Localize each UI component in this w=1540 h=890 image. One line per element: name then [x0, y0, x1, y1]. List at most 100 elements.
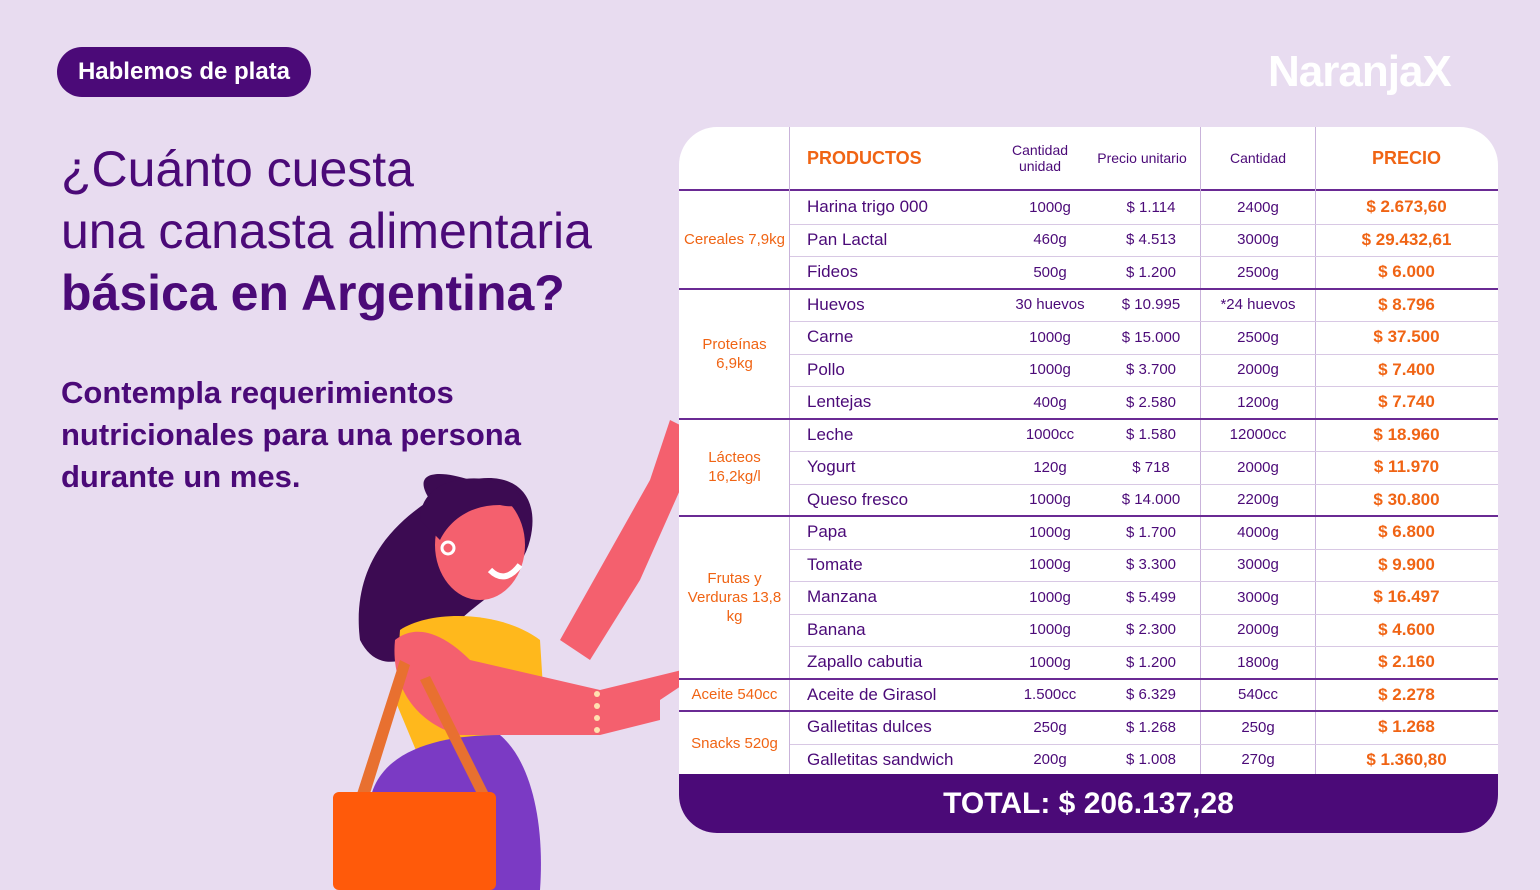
- product-name: Yogurt: [807, 457, 856, 477]
- product-name: Lentejas: [807, 392, 872, 412]
- product-name: Tomate: [807, 554, 863, 574]
- table-row: Fideos 500g $ 1.200 2500g $ 6.000: [790, 256, 1498, 289]
- total-price: $ 1.268: [1378, 717, 1435, 737]
- product-name: Harina trigo 000: [807, 197, 928, 217]
- quantity: 2500g: [1237, 263, 1279, 281]
- unit-price: $ 1.700: [1125, 523, 1177, 541]
- quantity: 1200g: [1237, 393, 1279, 411]
- table-row: Huevos 30 huevos $ 10.995 *24 huevos $ 8.796: [790, 289, 1498, 322]
- unit-quantity: 1000g: [1029, 653, 1071, 671]
- total-price: $ 30.800: [1373, 489, 1440, 509]
- quantity: 2200g: [1237, 491, 1279, 509]
- table-row: Harina trigo 000 1000g $ 1.114 2400g $ 2.673…: [790, 191, 1498, 225]
- table-header: PRODUCTOS Cantidad unidad Precio unitari…: [679, 127, 1498, 191]
- unit-price: $ 3.700: [1125, 361, 1177, 379]
- product-name: Leche: [807, 424, 854, 444]
- group-divider: [679, 710, 1498, 712]
- unit-price: $ 2.580: [1125, 393, 1177, 411]
- category-label: Lácteos 16,2kg/l: [708, 449, 761, 486]
- unit-price: $ 3.300: [1125, 556, 1177, 574]
- header-cantidad-unidad: Cantidad unidad: [1011, 142, 1069, 174]
- product-name: Aceite de Girasol: [807, 684, 937, 704]
- quantity: 1800g: [1237, 653, 1279, 671]
- unit-quantity: 400g: [1033, 393, 1067, 411]
- total-bar: TOTAL: $ 206.137,28: [679, 774, 1498, 833]
- total-price: $ 2.160: [1378, 652, 1435, 672]
- quantity: 12000cc: [1229, 426, 1287, 444]
- quantity: 2500g: [1237, 328, 1279, 346]
- unit-quantity: 1000g: [1029, 198, 1071, 216]
- quantity: 2000g: [1237, 621, 1279, 639]
- quantity: 270g: [1241, 751, 1275, 769]
- table-row: Galletitas dulces 250g $ 1.268 250g $ 1.268: [790, 711, 1498, 745]
- table-row: Pan Lactal 460g $ 4.513 3000g $ 29.432,61: [790, 224, 1498, 257]
- table-row: Tomate 1000g $ 3.300 3000g $ 9.900: [790, 549, 1498, 582]
- quantity: 2000g: [1237, 361, 1279, 379]
- unit-price: $ 15.000: [1121, 328, 1181, 346]
- table-row: Pollo 1000g $ 3.700 2000g $ 7.400: [790, 354, 1498, 387]
- unit-quantity: 1000g: [1029, 361, 1071, 379]
- group-divider: [679, 677, 1498, 680]
- table-row: Galletitas sandwich 200g $ 1.008 270g $ 1.36…: [790, 744, 1498, 777]
- column-divider: [789, 127, 790, 774]
- unit-quantity: 1000g: [1029, 523, 1071, 541]
- subtitle: Contempla requerimientos nutricionales p…: [61, 375, 521, 494]
- total-price: $ 29.432,61: [1361, 229, 1452, 249]
- group-divider: [679, 515, 1498, 517]
- table-row: Aceite de Girasol 1.500cc $ 6.329 540cc $ 2.…: [790, 679, 1498, 712]
- quantity: 3000g: [1237, 588, 1279, 606]
- group-divider: [679, 287, 1498, 290]
- unit-price: $ 14.000: [1121, 491, 1181, 509]
- header-productos: PRODUCTOS: [807, 148, 922, 168]
- header-cantidad: Cantidad: [1229, 150, 1287, 166]
- category-label: Aceite 540cc: [691, 686, 778, 704]
- unit-quantity: 120g: [1033, 458, 1067, 476]
- unit-price: $ 4.513: [1125, 231, 1177, 249]
- product-name: Papa: [807, 522, 847, 542]
- unit-quantity: 250g: [1033, 718, 1067, 736]
- table-row: Papa 1000g $ 1.700 4000g $ 6.800: [790, 516, 1498, 550]
- table-row: Leche 1000cc $ 1.580 12000cc $ 18.960: [790, 419, 1498, 452]
- unit-price: $ 2.300: [1125, 621, 1177, 639]
- category-badge: Hablemos de plata: [57, 47, 311, 97]
- product-name: Galletitas sandwich: [807, 749, 954, 769]
- table-row: Banana 1000g $ 2.300 2000g $ 4.600: [790, 614, 1498, 647]
- total-price: $ 2.278: [1378, 684, 1435, 704]
- table-row: Lentejas 400g $ 2.580 1200g $ 7.740: [790, 386, 1498, 419]
- naranjax-logo[interactable]: NaranjaX: [1268, 47, 1452, 96]
- header-precio: PRECIO: [1371, 148, 1441, 168]
- product-name: Carne: [807, 327, 854, 347]
- unit-quantity: 200g: [1033, 751, 1067, 769]
- product-name: Huevos: [807, 294, 865, 314]
- table-row: Carne 1000g $ 15.000 2500g $ 37.500: [790, 321, 1498, 355]
- column-divider: [1200, 127, 1201, 774]
- product-name: Fideos: [807, 262, 859, 282]
- unit-quantity: 1.500cc: [1023, 686, 1077, 704]
- unit-price: $ 1.008: [1125, 751, 1177, 769]
- unit-quantity: 30 huevos: [1015, 296, 1085, 314]
- total-price: $ 6.000: [1378, 262, 1435, 282]
- unit-quantity: 460g: [1033, 231, 1067, 249]
- product-name: Pollo: [807, 359, 845, 379]
- unit-price: $ 1.114: [1126, 198, 1176, 216]
- total-price: $ 18.960: [1373, 424, 1440, 444]
- quantity: *24 huevos: [1220, 296, 1296, 314]
- total-price: $ 11.970: [1373, 457, 1440, 477]
- unit-price: $ 6.329: [1125, 686, 1177, 704]
- category-label: Proteínas 6,9kg: [702, 335, 767, 372]
- total-price: $ 9.900: [1378, 554, 1435, 574]
- total-price: $ 7.400: [1378, 359, 1435, 379]
- group-divider: [679, 417, 1498, 420]
- quantity: 540cc: [1237, 686, 1279, 704]
- unit-quantity: 500g: [1033, 263, 1067, 281]
- page-title: ¿Cuánto cuesta una canasta alimentaria b…: [61, 138, 661, 324]
- total-price: $ 2.673,60: [1366, 197, 1447, 217]
- column-divider: [1315, 127, 1316, 774]
- product-name: Manzana: [807, 587, 877, 607]
- quantity: 4000g: [1237, 523, 1279, 541]
- title-bold-word: básica: [61, 265, 217, 321]
- unit-quantity: 1000g: [1029, 328, 1071, 346]
- unit-price: $ 1.580: [1125, 426, 1177, 444]
- title-line-2: una canasta alimentaria: [61, 203, 592, 259]
- quantity: 2000g: [1237, 458, 1279, 476]
